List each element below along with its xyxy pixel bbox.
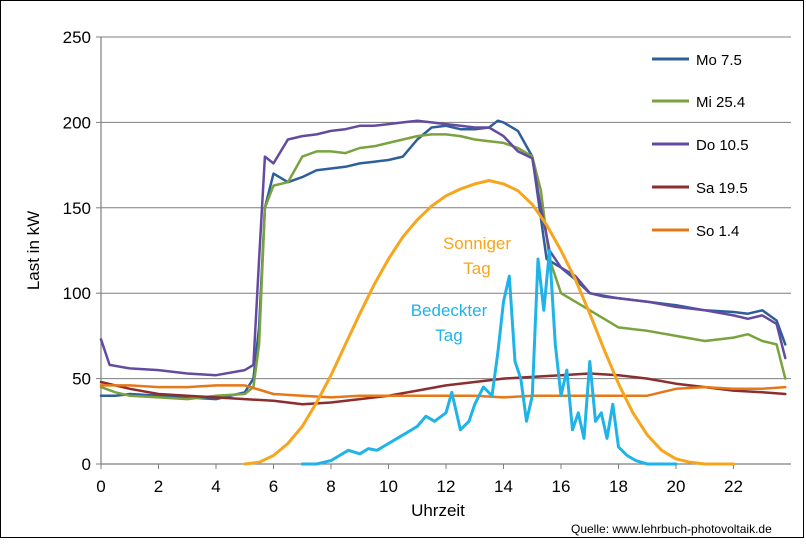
legend-label-0: Mo 7.5: [696, 52, 742, 69]
x-tick-label-6: 6: [269, 477, 278, 496]
x-axis-title: Uhrzeit: [411, 501, 465, 520]
source-note: Quelle: www.lehrbuch-photovoltaik.de: [571, 522, 772, 536]
x-tick-label-12: 12: [437, 477, 456, 496]
x-tick-label-10: 10: [379, 477, 398, 496]
legend-label-3: Sa 19.5: [696, 180, 748, 197]
x-tick-label-0: 0: [96, 477, 105, 496]
x-tick-label-18: 18: [609, 477, 628, 496]
y-tick-label-150: 150: [63, 199, 91, 218]
series-line-sonniger-tag: [243, 179, 735, 466]
x-tick-label-14: 14: [494, 477, 513, 496]
series-line-mi-25-4: [99, 133, 787, 401]
annotation-0-line-0: Sonniger: [443, 234, 511, 253]
y-tick-label-50: 50: [72, 370, 91, 389]
y-tick-label-200: 200: [63, 113, 91, 132]
y-tick-label-100: 100: [63, 284, 91, 303]
x-tick-label-20: 20: [667, 477, 686, 496]
x-tick-label-2: 2: [154, 477, 163, 496]
x-tick-label-22: 22: [724, 477, 743, 496]
series-line-do-10-5: [99, 119, 787, 377]
y-tick-label-250: 250: [63, 28, 91, 47]
series-line-mo-7-5: [99, 119, 787, 401]
series-line-so-1-4: [99, 384, 787, 399]
series-line-bedeckter-tag: [300, 249, 678, 466]
legend-label-4: So 1.4: [696, 223, 739, 240]
legend-label-1: Mi 25.4: [696, 94, 745, 111]
legend-label-2: Do 10.5: [696, 137, 749, 154]
x-tick-label-16: 16: [552, 477, 571, 496]
x-tick-label-8: 8: [326, 477, 335, 496]
annotation-1-line-1: Tag: [435, 326, 462, 345]
y-axis-title: Last in kW: [24, 211, 43, 290]
annotation-1-line-0: Bedeckter: [411, 301, 488, 320]
annotation-0-line-1: Tag: [463, 259, 490, 278]
x-tick-label-4: 4: [211, 477, 220, 496]
series-line-sa-19-5: [99, 372, 787, 406]
y-tick-label-0: 0: [82, 455, 91, 474]
